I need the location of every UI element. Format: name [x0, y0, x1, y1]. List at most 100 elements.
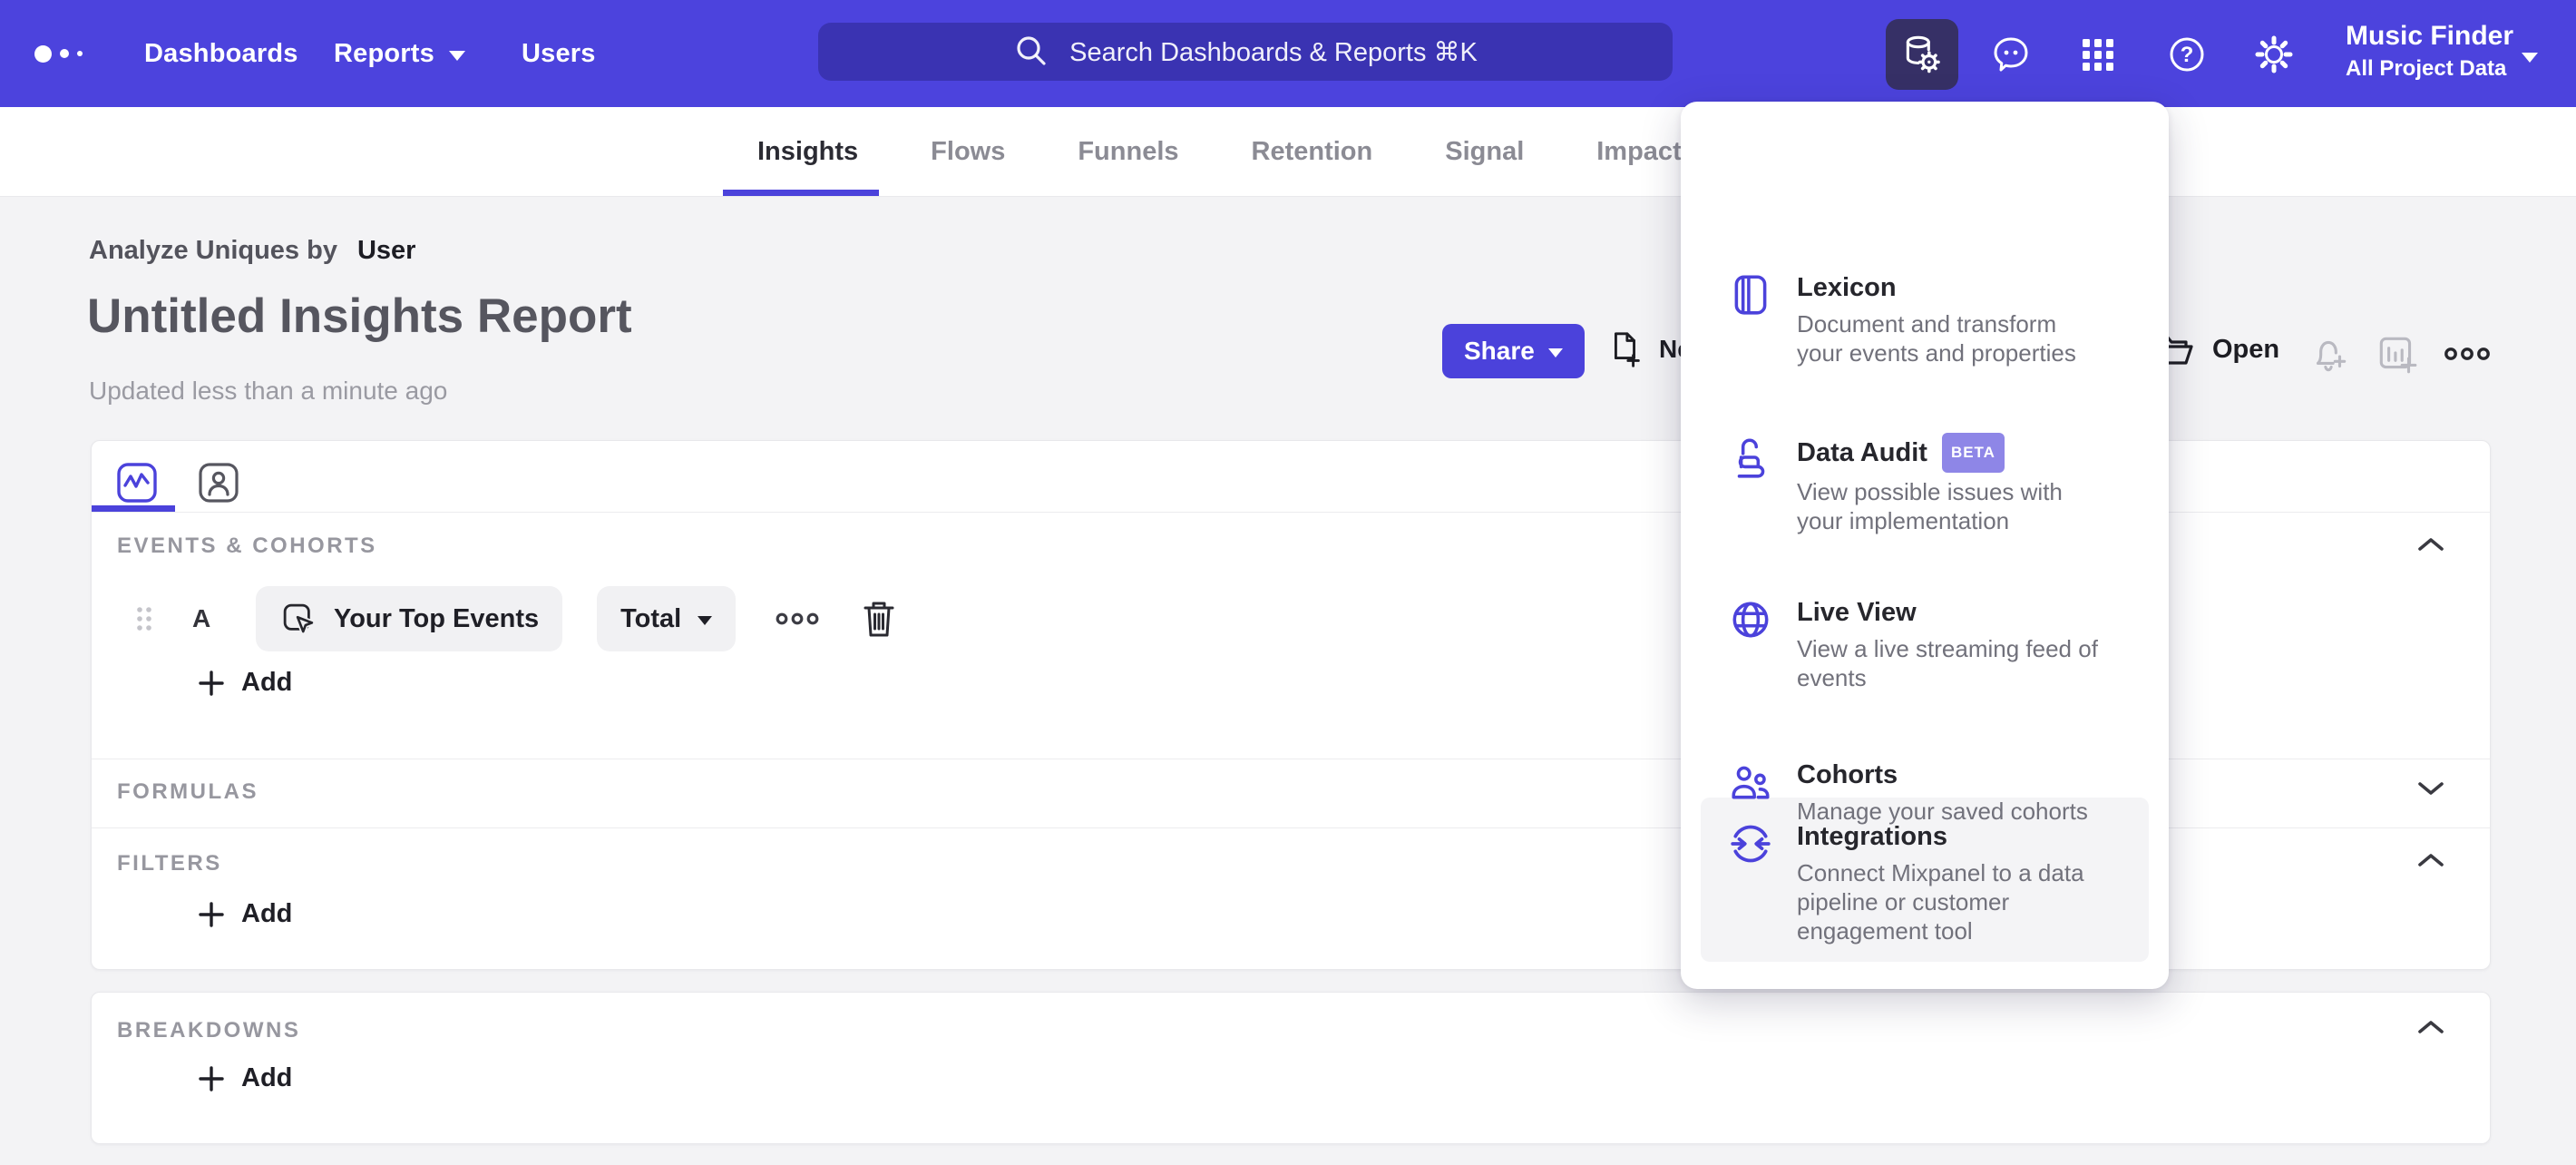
drag-handle-icon[interactable] — [134, 597, 154, 641]
series-letter: A — [192, 604, 211, 632]
active-tab-indicator — [723, 190, 879, 196]
profiles-tab-icon[interactable] — [197, 461, 240, 504]
expand-formulas-chevron-down-icon[interactable] — [2415, 779, 2446, 798]
event-name: Your Top Events — [334, 603, 540, 633]
alert-add-icon[interactable] — [2306, 332, 2351, 377]
nav-dashboards[interactable]: Dashboards — [144, 0, 298, 107]
nav-reports-label: Reports — [334, 38, 434, 68]
section-filters: FILTERS — [117, 851, 222, 876]
share-label: Share — [1464, 337, 1535, 365]
add-breakdown-button[interactable]: Add — [198, 1063, 292, 1093]
divider — [92, 827, 2490, 828]
breakdowns-card: BREAKDOWNS Add — [91, 992, 2491, 1144]
row-overflow-menu[interactable] — [776, 609, 819, 629]
menu-item-cohorts[interactable]: Cohorts Manage your saved cohorts — [1728, 758, 2145, 826]
chevron-down-icon — [2522, 53, 2538, 63]
section-events-cohorts: EVENTS & COHORTS — [117, 534, 377, 558]
search-placeholder: Search Dashboards & Reports ⌘K — [1069, 37, 1478, 67]
delete-row-trash-icon[interactable] — [859, 598, 899, 640]
aggregation-selector-chip[interactable]: Total — [597, 586, 737, 651]
feedback-icon[interactable] — [1989, 33, 2033, 76]
menu-item-title: Lexicon — [1797, 273, 1897, 302]
tab-signal[interactable]: Signal — [1445, 136, 1525, 166]
beta-badge: BETA — [1941, 433, 2005, 473]
open-label: Open — [2212, 334, 2280, 364]
updated-timestamp: Updated less than a minute ago — [89, 377, 448, 405]
aggregation-value: Total — [620, 603, 682, 633]
menu-item-title: Data Audit — [1797, 438, 1927, 467]
menu-item-description: Document and transform your events and p… — [1797, 310, 2076, 367]
collapse-breakdowns-chevron-up-icon[interactable] — [2415, 1018, 2446, 1036]
collapse-events-chevron-up-icon[interactable] — [2415, 535, 2446, 553]
event-cursor-icon — [283, 603, 315, 635]
divider — [92, 512, 2490, 513]
report-overflow-menu[interactable] — [2444, 343, 2491, 365]
database-gear-icon — [1906, 35, 1940, 73]
plus-icon — [199, 670, 224, 696]
integrations-sync-icon — [1731, 825, 1771, 863]
mixpanel-logo-icon[interactable] — [34, 0, 83, 107]
menu-item-title: Live View — [1797, 598, 1917, 627]
collapse-filters-chevron-up-icon[interactable] — [2415, 851, 2446, 869]
plus-icon — [199, 1065, 224, 1092]
svg-text:?: ? — [2181, 43, 2194, 67]
menu-item-description: Connect Mixpanel to a data pipeline or c… — [1797, 859, 2084, 945]
menu-item-title: Integrations — [1797, 822, 1947, 851]
chevron-down-icon — [448, 50, 465, 61]
nav-dashboards-label: Dashboards — [144, 38, 298, 68]
menu-item-description: View possible issues with your implement… — [1797, 478, 2063, 534]
chevron-down-icon — [1547, 348, 1563, 357]
add-to-board-icon[interactable] — [2375, 332, 2420, 377]
menu-item-lexicon[interactable]: Lexicon Document and transform your even… — [1728, 270, 2145, 367]
event-selector-chip[interactable]: Your Top Events — [256, 586, 563, 651]
tab-impact[interactable]: Impact — [1596, 136, 1682, 166]
menu-item-description: Manage your saved cohorts — [1797, 798, 2088, 825]
menu-item-highlight — [1701, 798, 2149, 962]
project-selector[interactable]: Music Finder All Project Data — [2346, 18, 2513, 83]
add-label: Add — [241, 668, 293, 697]
events-tab-icon[interactable] — [115, 461, 159, 504]
search-input[interactable]: Search Dashboards & Reports ⌘K — [818, 23, 1673, 81]
settings-gear-icon[interactable] — [2252, 33, 2296, 76]
share-button[interactable]: Share — [1442, 324, 1585, 378]
page-title[interactable]: Untitled Insights Report — [87, 289, 632, 343]
search-icon — [1017, 36, 1046, 65]
data-management-button[interactable] — [1886, 19, 1958, 90]
tab-insights[interactable]: Insights — [757, 136, 859, 166]
menu-item-description: View a live streaming feed of events — [1797, 635, 2098, 691]
file-plus-icon — [1614, 332, 1640, 367]
section-breakdowns: BREAKDOWNS — [117, 1018, 301, 1043]
nav-users-label: Users — [522, 38, 596, 68]
project-name: Music Finder — [2346, 21, 2514, 51]
project-scope: All Project Data — [2346, 56, 2507, 81]
open-report-button[interactable]: Open — [2152, 328, 2279, 370]
add-event-button[interactable]: Add — [198, 668, 292, 698]
menu-item-integrations[interactable]: Integrations Connect Mixpanel to a data … — [1728, 819, 2145, 945]
data-management-dropdown: Lexicon Document and transform your even… — [1681, 102, 2169, 989]
tab-retention[interactable]: Retention — [1251, 136, 1373, 166]
nav-users[interactable]: Users — [522, 0, 596, 107]
add-label: Add — [241, 899, 293, 928]
top-nav: Dashboards Reports Users Search Dashboar… — [0, 0, 2576, 107]
chevron-down-icon — [698, 615, 713, 625]
live-view-globe-icon — [1732, 602, 1769, 638]
analyze-uniques-by: Analyze Uniques by User — [89, 236, 415, 266]
nav-reports[interactable]: Reports — [334, 0, 465, 107]
help-icon[interactable]: ? — [2165, 33, 2209, 76]
cohorts-people-icon — [1732, 766, 1770, 799]
report-tabstrip: Insights Flows Funnels Retention Signal … — [0, 107, 2576, 197]
lexicon-book-icon — [1734, 275, 1767, 315]
data-audit-lock-icon — [1737, 438, 1765, 478]
add-filter-button[interactable]: Add — [198, 899, 292, 929]
event-query-row: A Your Top Events Total — [134, 586, 899, 651]
menu-item-live-view[interactable]: Live View View a live streaming feed of … — [1728, 595, 2145, 692]
menu-item-data-audit[interactable]: Data Audit BETA View possible issues wit… — [1728, 433, 2145, 535]
tab-funnels[interactable]: Funnels — [1078, 136, 1179, 166]
active-query-tab-indicator — [92, 505, 175, 512]
section-formulas: FORMULAS — [117, 779, 259, 804]
apps-grid-icon[interactable] — [2076, 33, 2120, 76]
add-label: Add — [241, 1063, 293, 1092]
tab-flows[interactable]: Flows — [931, 136, 1006, 166]
menu-item-title: Cohorts — [1797, 760, 1898, 789]
uniques-entity-selector[interactable]: User — [356, 236, 416, 265]
